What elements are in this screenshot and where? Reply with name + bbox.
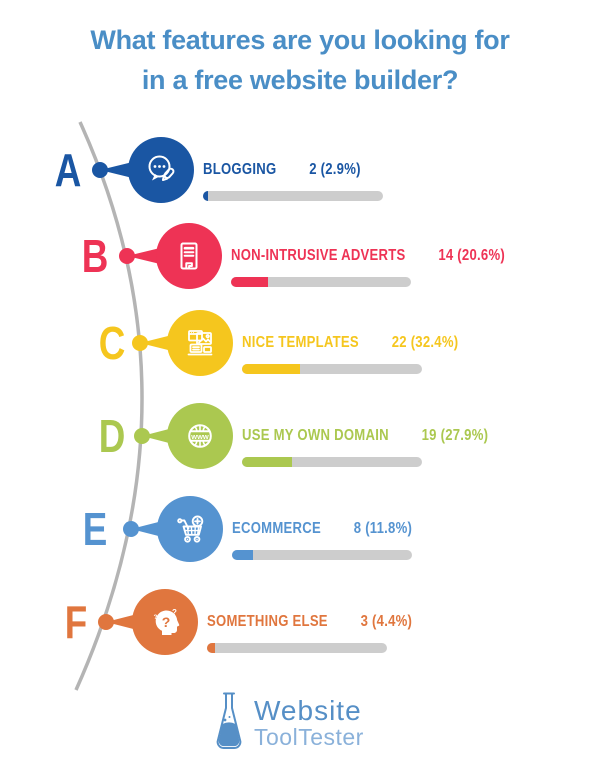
curve-dot <box>119 248 135 264</box>
category-label: SOMETHING ELSE <box>207 613 328 630</box>
category-bubble: ? ? ? <box>132 589 198 655</box>
category-value: 8 (11.8%) <box>353 520 413 537</box>
category-value: 3 (4.4%) <box>360 613 413 630</box>
category-value: 14 (20.6%) <box>438 247 505 264</box>
category-label: BLOGGING <box>203 161 277 178</box>
category-textline: NON-INTRUSIVE ADVERTS 14 (20.6%) <box>231 247 505 265</box>
curve-dot <box>98 614 114 630</box>
category-value: 2 (2.9%) <box>309 161 361 178</box>
category-bubble <box>156 223 222 289</box>
title-line-2: in a free website builder? <box>141 65 459 95</box>
page-title: What features are you looking for in a f… <box>0 20 600 100</box>
category-textline: NICE TEMPLATES 22 (32.4%) <box>242 334 458 352</box>
category-value: 22 (32.4%) <box>391 334 459 351</box>
progress-track <box>231 277 411 287</box>
svg-text:?: ? <box>172 608 177 617</box>
something-else-head-question-icon: ? ? ? <box>154 608 180 635</box>
templates-windows-icon <box>187 330 213 356</box>
brand-name-website: Website <box>254 695 362 726</box>
progress-track <box>203 191 383 201</box>
svg-text:?: ? <box>162 614 171 630</box>
progress-fill <box>231 277 269 287</box>
category-label: NON-INTRUSIVE ADVERTS <box>231 247 406 264</box>
row-letter: E <box>82 503 108 555</box>
row-letter: A <box>54 144 82 196</box>
progress-fill <box>242 364 301 374</box>
category-label: USE MY OWN DOMAIN <box>242 427 389 444</box>
category-textline: BLOGGING 2 (2.9%) <box>203 161 361 179</box>
progress-fill <box>203 191 209 201</box>
title-line-1: What features are you looking for <box>90 25 510 55</box>
curve-dot <box>134 428 150 444</box>
brand-text: Website ToolTester <box>254 695 364 750</box>
adverts-flyer-icon <box>180 242 198 270</box>
progress-track <box>232 550 412 560</box>
category-label: NICE TEMPLATES <box>242 334 359 351</box>
row-letter: D <box>98 410 126 462</box>
category-textline: USE MY OWN DOMAIN 19 (27.9%) <box>242 427 488 445</box>
curve-dot <box>123 521 139 537</box>
svg-text:?: ? <box>154 615 158 621</box>
timeline-curve <box>74 121 144 691</box>
category-bubble <box>128 137 194 203</box>
curve-dot <box>92 162 108 178</box>
brand-logo: Website ToolTester <box>212 690 364 754</box>
blogging-speech-bubble-icon <box>148 155 175 182</box>
category-bubble <box>167 310 233 376</box>
row-letter: F <box>64 596 88 648</box>
domain-globe-www-icon: www <box>188 424 212 448</box>
curve-dot <box>132 335 148 351</box>
progress-track <box>242 457 422 467</box>
category-bubble <box>157 496 223 562</box>
progress-fill <box>207 643 215 653</box>
progress-track <box>242 364 422 374</box>
category-label: ECOMMERCE <box>232 520 321 537</box>
ecommerce-cart-icon <box>177 515 204 543</box>
row-letter: B <box>81 230 109 282</box>
progress-fill <box>232 550 254 560</box>
category-bubble: www <box>167 403 233 469</box>
category-value: 19 (27.9%) <box>421 427 489 444</box>
row-letter: C <box>98 317 126 369</box>
flask-icon <box>216 692 242 750</box>
category-textline: SOMETHING ELSE 3 (4.4%) <box>207 613 412 631</box>
svg-text:www: www <box>190 432 209 441</box>
progress-track <box>207 643 387 653</box>
category-textline: ECOMMERCE 8 (11.8%) <box>232 520 412 538</box>
brand-name-tooltester: ToolTester <box>254 724 364 750</box>
progress-fill <box>242 457 293 467</box>
